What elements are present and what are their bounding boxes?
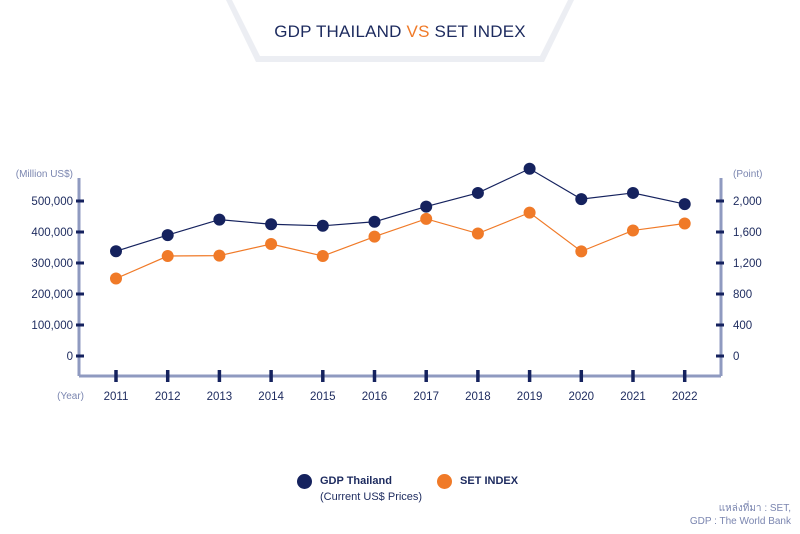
title-tab bbox=[226, 0, 574, 62]
data-point-set bbox=[265, 238, 278, 251]
right-axis-tick-label: 400 bbox=[733, 320, 752, 332]
x-axis-tick-label: 2019 bbox=[517, 391, 543, 403]
data-point-gdp bbox=[523, 162, 536, 175]
right-axis-tick-label: 2,000 bbox=[733, 196, 762, 208]
data-point-gdp bbox=[161, 229, 174, 242]
data-point-set bbox=[678, 217, 691, 230]
x-axis-tick-label: 2011 bbox=[104, 391, 129, 403]
x-axis-tick-label: 2020 bbox=[569, 391, 595, 403]
left-axis-title: (Million US$) bbox=[16, 169, 73, 180]
x-axis-tick-label: 2014 bbox=[258, 391, 284, 403]
source-line-2: GDP : The World Bank bbox=[689, 516, 791, 527]
right-axis-tick-label: 1,200 bbox=[733, 258, 762, 270]
data-point-gdp bbox=[316, 219, 329, 232]
right-axis-tick-label: 0 bbox=[733, 351, 739, 363]
data-point-set bbox=[575, 245, 588, 258]
left-axis-tick-label: 100,000 bbox=[31, 320, 73, 332]
left-axis-tick-label: 500,000 bbox=[31, 196, 73, 208]
data-point-set bbox=[471, 227, 484, 240]
left-axis-tick-label: 400,000 bbox=[31, 227, 73, 239]
x-axis-title: (Year) bbox=[57, 391, 84, 402]
data-point-set bbox=[420, 212, 433, 225]
right-axis-tick-label: 1,600 bbox=[733, 227, 762, 239]
data-point-set bbox=[523, 206, 536, 219]
data-point-set bbox=[627, 224, 639, 237]
data-point-gdp bbox=[420, 200, 433, 213]
data-point-set bbox=[161, 250, 174, 263]
x-axis-tick-label: 2021 bbox=[620, 391, 646, 403]
data-point-gdp bbox=[110, 245, 122, 258]
x-axis-tick-label: 2016 bbox=[362, 391, 388, 403]
data-point-set bbox=[213, 249, 226, 262]
legend-label-set: SET INDEX bbox=[460, 475, 519, 487]
x-axis-tick-label: 2022 bbox=[672, 391, 698, 403]
data-point-gdp bbox=[265, 218, 278, 231]
data-point-gdp bbox=[471, 186, 484, 199]
source-line-1: แหล่งที่มา : SET, bbox=[718, 503, 791, 514]
data-point-set bbox=[316, 250, 329, 263]
data-point-gdp bbox=[368, 215, 381, 228]
legend-sublabel-gdp: (Current US$ Prices) bbox=[320, 491, 423, 503]
x-axis-tick-label: 2012 bbox=[155, 391, 181, 403]
data-point-gdp bbox=[678, 198, 691, 211]
series-line-set bbox=[115, 211, 685, 280]
data-point-set bbox=[110, 272, 122, 285]
data-point-gdp bbox=[575, 193, 588, 206]
x-axis-tick-label: 2015 bbox=[310, 391, 336, 403]
title-vs: VS bbox=[406, 22, 430, 41]
left-axis-tick-label: 300,000 bbox=[31, 258, 73, 270]
right-axis-title: (Point) bbox=[733, 169, 762, 180]
data-point-gdp bbox=[627, 186, 639, 199]
legend-marker-gdp bbox=[297, 474, 312, 489]
left-axis-tick-label: 200,000 bbox=[31, 289, 73, 301]
title-part-2: SET INDEX bbox=[429, 22, 526, 41]
legend-item-gdp: GDP Thailand (Current US$ Prices) bbox=[297, 473, 422, 505]
left-axis-tick-label: 0 bbox=[67, 351, 73, 363]
title-part-1: GDP THAILAND bbox=[274, 22, 407, 41]
x-axis-tick-label: 2018 bbox=[465, 391, 491, 403]
legend-marker-set bbox=[437, 474, 452, 489]
legend-label-gdp: GDP Thailand bbox=[320, 475, 392, 487]
chart-title: GDP THAILAND VS SET INDEX bbox=[0, 22, 800, 42]
data-point-set bbox=[368, 230, 381, 243]
right-axis-tick-label: 800 bbox=[733, 289, 752, 301]
x-axis-tick-label: 2017 bbox=[413, 391, 439, 403]
data-point-gdp bbox=[213, 213, 226, 226]
series-line-gdp bbox=[115, 168, 685, 252]
legend-item-set: SET INDEX bbox=[437, 473, 518, 489]
x-axis-tick-label: 2013 bbox=[207, 391, 233, 403]
